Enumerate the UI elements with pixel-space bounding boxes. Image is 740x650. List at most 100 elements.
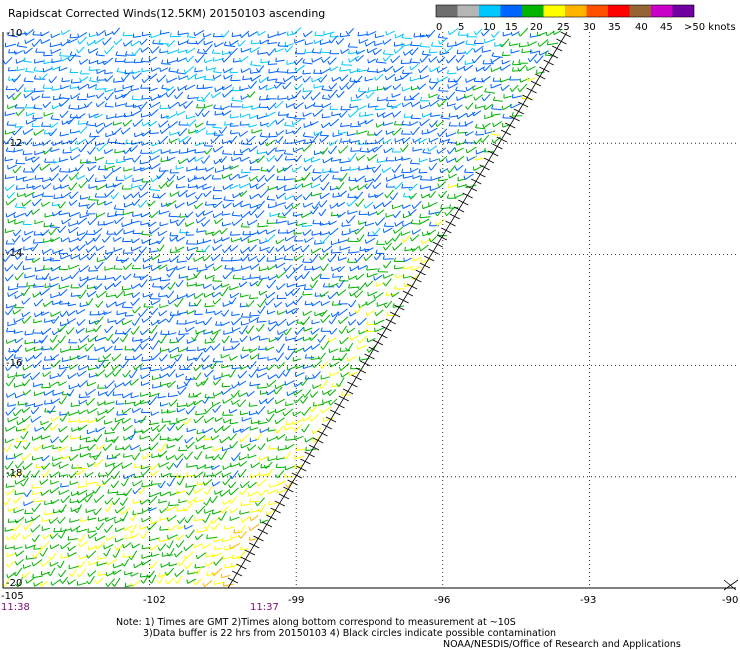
wind-barb-flag	[345, 219, 349, 224]
wind-barb-flag	[374, 105, 377, 110]
wind-barb	[319, 334, 326, 343]
wind-barb-flag	[176, 68, 179, 73]
wind-barb	[196, 230, 206, 233]
wind-barb	[151, 148, 161, 155]
wind-barb-flag	[302, 417, 305, 422]
wind-barb	[106, 45, 115, 55]
wind-barb-flag	[121, 303, 125, 308]
wind-barb	[465, 43, 476, 46]
wind-barb	[322, 102, 332, 109]
wind-barb-flag	[16, 283, 19, 288]
wind-barb	[313, 359, 323, 369]
wind-barb	[249, 316, 260, 323]
wind-barb-flag	[158, 357, 162, 362]
wind-barb-flag	[302, 347, 305, 352]
wind-barb-flag	[384, 194, 388, 199]
wind-barb	[123, 211, 134, 216]
wind-barb-flag	[429, 85, 433, 90]
wind-barb-flag	[116, 490, 119, 495]
wind-barb	[215, 218, 224, 225]
wind-barb-flag	[412, 138, 415, 143]
wind-barb	[287, 221, 298, 226]
wind-barb	[44, 512, 54, 516]
wind-barb	[258, 421, 268, 425]
wind-barb	[275, 386, 283, 395]
wind-barb	[50, 294, 60, 299]
wind-barb	[365, 247, 374, 253]
wind-barb	[302, 293, 313, 296]
wind-barb	[269, 323, 278, 332]
wind-barb	[294, 464, 304, 470]
wind-barb-flag	[437, 231, 440, 236]
wind-barb	[322, 399, 332, 404]
wind-barb	[44, 410, 56, 413]
wind-barb	[77, 163, 84, 172]
wind-barb	[222, 223, 232, 227]
wind-barb-flag	[165, 87, 168, 92]
wind-barb-flag	[277, 330, 279, 335]
wind-barb-flag	[249, 274, 252, 279]
wind-barb	[294, 255, 304, 261]
wind-barb-flag	[233, 150, 236, 155]
wind-barb-flag	[212, 213, 215, 218]
wind-barb	[223, 89, 233, 98]
wind-barb	[284, 178, 294, 181]
wind-barb	[178, 40, 188, 46]
wind-barb-flag	[314, 240, 316, 245]
wind-barb-flag	[41, 141, 44, 146]
map-title: Rapidscat Corrected Winds(12.5KM) 201501…	[8, 7, 325, 20]
wind-barb	[170, 354, 180, 359]
wind-barb-flag	[258, 95, 261, 101]
wind-barb	[176, 91, 184, 100]
wind-barb-flag	[70, 292, 73, 297]
wind-barb-flag	[15, 372, 17, 377]
wind-barb	[447, 141, 457, 144]
wind-barb-flag	[203, 293, 206, 298]
wind-barb-flag	[132, 229, 135, 234]
wind-barb	[266, 291, 276, 299]
wind-barb	[105, 277, 114, 280]
wind-barb-flag	[50, 499, 53, 504]
wind-barb-flag	[185, 239, 189, 245]
wind-barb-flag	[277, 95, 279, 100]
wind-barb	[241, 426, 250, 433]
wind-barb-flag	[122, 195, 126, 200]
wind-barb-flag	[87, 338, 90, 343]
wind-barb-flag	[68, 228, 71, 234]
wind-barb-flag	[166, 507, 168, 512]
wind-barb	[24, 91, 34, 99]
wind-barb-flag	[292, 411, 295, 416]
wind-barb	[59, 413, 68, 416]
wind-barb	[107, 457, 117, 460]
wind-barb	[132, 297, 140, 306]
wind-barb	[251, 74, 262, 82]
wind-barb	[449, 165, 456, 174]
wind-barb-flag	[194, 310, 197, 315]
wind-barb	[502, 84, 510, 91]
wind-barb	[97, 259, 106, 263]
wind-barb	[285, 202, 294, 210]
wind-barb	[259, 456, 269, 461]
wind-barb	[529, 53, 538, 63]
wind-barb-flag	[258, 291, 261, 296]
wind-barb	[24, 80, 34, 83]
wind-barb	[338, 239, 348, 244]
wind-barb-flag	[50, 49, 52, 54]
wind-barb-flag	[219, 230, 223, 235]
wind-barb-flag	[76, 321, 80, 326]
wind-barb	[14, 383, 25, 388]
wind-barb	[196, 431, 206, 435]
wind-barb-flag	[75, 329, 78, 334]
wind-barb	[322, 340, 330, 350]
wind-barb-flag	[275, 120, 278, 125]
wind-barb-flag	[157, 393, 159, 399]
wind-barb	[251, 42, 261, 45]
wind-barb	[24, 47, 34, 55]
wind-barb	[240, 56, 249, 63]
wind-barb	[519, 45, 528, 48]
wind-barb-flag	[363, 256, 367, 261]
wind-barb	[134, 363, 144, 371]
wind-barb-flag	[61, 219, 64, 225]
wind-barb	[179, 158, 188, 165]
wind-barb-flag	[239, 184, 241, 189]
